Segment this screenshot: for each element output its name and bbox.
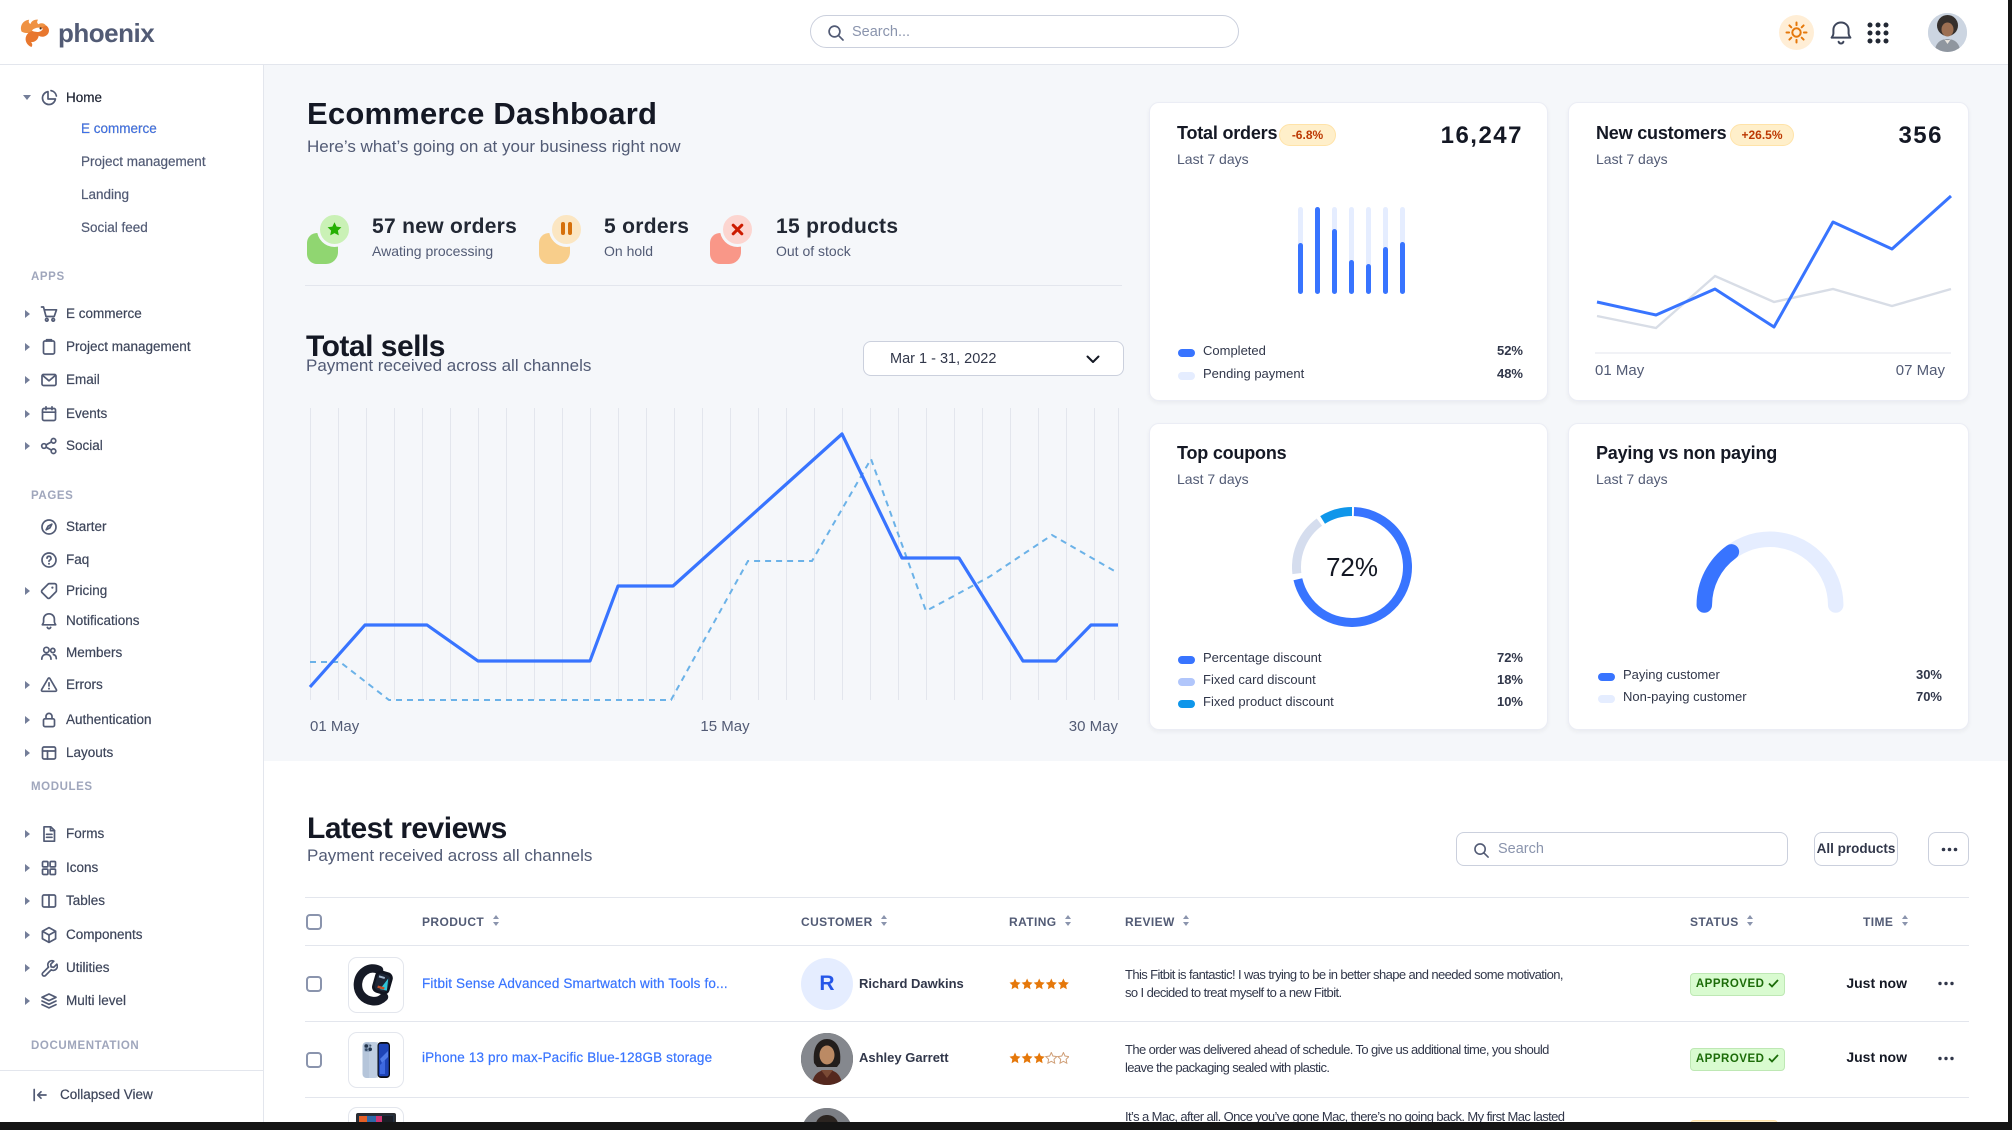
svg-text:07 May: 07 May: [1896, 362, 1946, 379]
svg-text:15 May: 15 May: [700, 718, 750, 735]
svg-text:01 May: 01 May: [1595, 362, 1645, 379]
svg-text:01 May: 01 May: [310, 718, 360, 735]
svg-text:72%: 72%: [1326, 552, 1378, 582]
svg-text:30 May: 30 May: [1069, 718, 1119, 735]
